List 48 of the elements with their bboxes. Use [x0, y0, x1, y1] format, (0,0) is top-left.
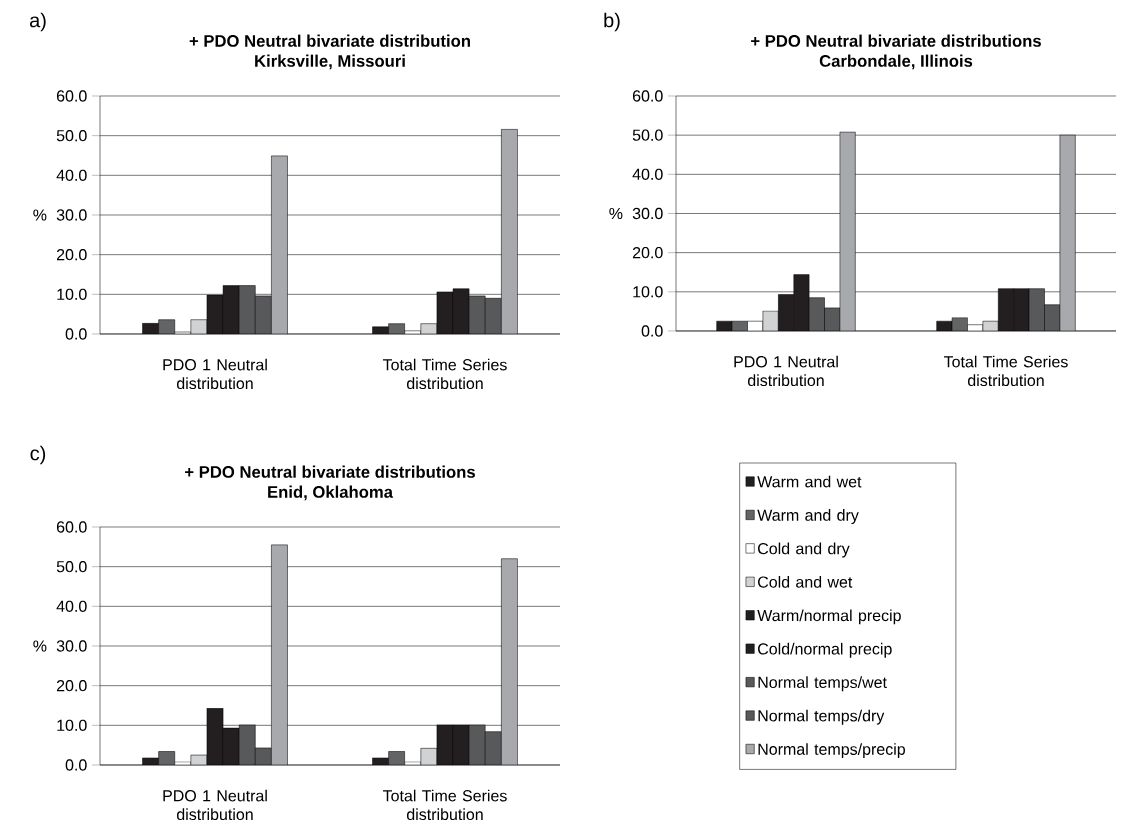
y-tick-label: 10.0	[633, 286, 663, 298]
x-tick-label: PDO 1 Neutral distribution	[163, 358, 267, 390]
chart-subtitle: Carbondale, Illinois	[819, 54, 973, 70]
y-tick-label: 60.0	[56, 521, 87, 533]
y-tick-label: 30.0	[632, 207, 663, 220]
legend-label: Normal temps/wet	[758, 676, 887, 692]
chart-title: + PDO Neutral bivariate distributions	[185, 465, 475, 478]
y-tick-label: 10.0	[57, 719, 87, 731]
y-tick-label: 0.0	[641, 325, 663, 337]
y-tick-label: 20.0	[56, 249, 87, 261]
chart-subtitle: Enid, Oklahoma	[268, 485, 394, 501]
x-tick-label: PDO 1 Neutral distribution	[163, 789, 267, 821]
y-tick-label: 40.0	[56, 169, 87, 181]
legend-label: Warm/normal precip	[757, 609, 901, 625]
y-tick-label: 20.0	[56, 680, 87, 692]
chart-title: + PDO Neutral bivariate distribution	[189, 34, 470, 47]
y-tick-label: 50.0	[632, 129, 663, 141]
legend-label: Warm and wet	[757, 475, 862, 488]
legend-label: Cold and dry	[758, 542, 850, 558]
x-tick-label: Total Time Series distribution	[382, 358, 507, 390]
y-tick-label: 60.0	[56, 90, 87, 102]
chart-subtitle: Kirksville, Missouri	[255, 54, 405, 70]
y-axis-title: %	[33, 640, 47, 652]
y-tick-label: 60.0	[632, 90, 663, 102]
chart-title: + PDO Neutral bivariate distributions	[751, 34, 1041, 47]
text: a)	[29, 12, 46, 32]
y-tick-label: 10.0	[57, 288, 87, 300]
text: c)	[30, 445, 46, 465]
text: b)	[604, 12, 620, 32]
y-tick-label: 30.0	[56, 640, 87, 652]
x-tick-label: PDO 1 Neutral distribution	[734, 355, 838, 387]
y-tick-label: 0.0	[65, 328, 87, 340]
legend-label: Cold/normal precip	[758, 642, 892, 658]
legend-label: Normal temps/precip	[758, 743, 905, 759]
y-tick-label: 30.0	[56, 209, 87, 221]
y-tick-label: 0.0	[65, 759, 87, 771]
y-tick-label: 40.0	[632, 168, 663, 180]
y-axis-title: %	[33, 209, 47, 221]
x-tick-label: Total Time Series distribution	[382, 789, 507, 821]
x-tick-label: Total Time Series distribution	[943, 355, 1068, 387]
y-tick-label: 50.0	[56, 561, 87, 573]
legend-label: Cold and wet	[758, 575, 853, 588]
legend-label: Warm and dry	[757, 509, 859, 525]
y-tick-label: 40.0	[56, 600, 87, 612]
y-axis-title: %	[609, 207, 623, 220]
legend-label: Normal temps/dry	[758, 709, 885, 725]
y-tick-label: 50.0	[56, 130, 87, 142]
y-tick-label: 20.0	[632, 246, 663, 259]
